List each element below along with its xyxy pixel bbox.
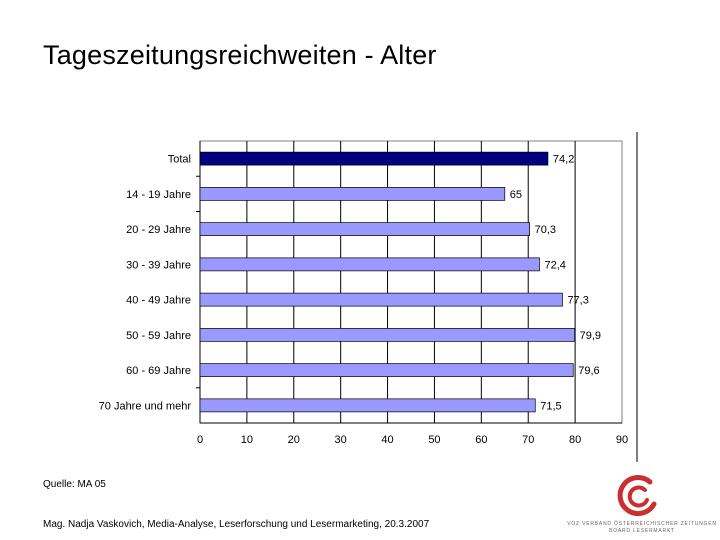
category-label-7: 70 Jahre und mehr bbox=[99, 400, 192, 412]
page-title: Tageszeitungsreichweiten - Alter bbox=[43, 40, 437, 70]
value-label-3: 72,4 bbox=[544, 259, 565, 271]
bar-3 bbox=[199, 257, 540, 272]
category-label-5: 50 - 59 Jahre bbox=[126, 330, 191, 342]
category-label-0: Total bbox=[168, 154, 191, 166]
footer-credit: Mag. Nadja Vaskovich, Media-Analyse, Les… bbox=[43, 519, 430, 530]
bar-7 bbox=[199, 398, 536, 413]
bar-6 bbox=[199, 363, 574, 377]
x-tick-label-80: 80 bbox=[569, 434, 581, 446]
x-tick-label-30: 30 bbox=[335, 434, 347, 446]
logo-line-2: BOARD LESERMARKT bbox=[609, 528, 675, 534]
value-label-0: 74,2 bbox=[553, 154, 574, 166]
x-tick-label-50: 50 bbox=[428, 434, 440, 446]
value-label-4: 77,3 bbox=[567, 295, 588, 307]
category-label-6: 60 - 69 Jahre bbox=[126, 365, 191, 377]
logo-line-1: VOZ VERBAND ÖSTERREICHISCHER ZEITUNGEN bbox=[567, 521, 717, 527]
voz-logo-icon bbox=[617, 475, 657, 516]
plot-frame bbox=[199, 140, 623, 424]
x-tick-label-0: 0 bbox=[197, 434, 203, 446]
category-label-2: 20 - 29 Jahre bbox=[126, 224, 191, 236]
x-tick-label-60: 60 bbox=[475, 434, 487, 446]
bar-5 bbox=[199, 328, 575, 342]
x-tick-label-20: 20 bbox=[288, 434, 300, 446]
x-tick-label-90: 90 bbox=[616, 434, 628, 446]
value-label-7: 71,5 bbox=[540, 400, 561, 412]
category-label-3: 30 - 39 Jahre bbox=[126, 259, 191, 271]
category-label-4: 40 - 49 Jahre bbox=[126, 295, 191, 307]
x-tick-label-40: 40 bbox=[381, 434, 393, 446]
bar-4 bbox=[199, 292, 563, 307]
category-label-1: 14 - 19 Jahre bbox=[126, 189, 191, 201]
bar-2 bbox=[199, 222, 530, 236]
value-label-5: 79,9 bbox=[580, 330, 601, 342]
x-tick-label-70: 70 bbox=[522, 434, 534, 446]
value-label-6: 79,6 bbox=[578, 365, 599, 377]
value-label-2: 70,3 bbox=[535, 224, 556, 236]
x-tick-label-10: 10 bbox=[241, 434, 253, 446]
bar-1 bbox=[199, 187, 506, 201]
source-note: Quelle: MA 05 bbox=[43, 479, 106, 490]
bar-0 bbox=[199, 151, 549, 166]
voz-logo-text: VOZ VERBAND ÖSTERREICHISCHER ZEITUNGEN B… bbox=[566, 521, 718, 535]
value-label-1: 65 bbox=[510, 189, 522, 201]
